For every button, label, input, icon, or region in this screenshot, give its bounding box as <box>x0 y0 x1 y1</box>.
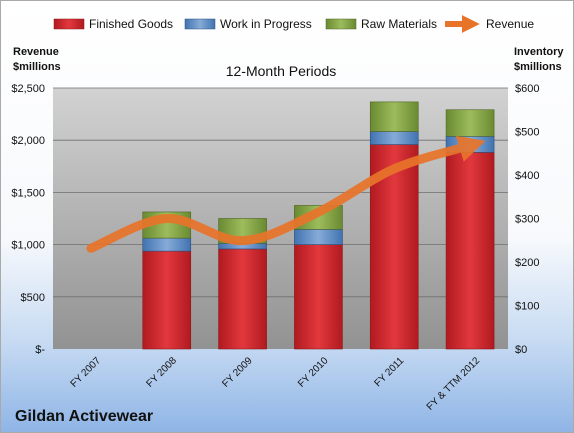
bar-raw-materials <box>294 205 343 230</box>
right-axis-ticks: $0 $100 $200 $300 $400 $500 $600 <box>515 83 539 356</box>
right-axis-title-line2: $millions <box>514 61 562 73</box>
bar-work-in-progress <box>294 229 343 245</box>
revenue-line-group <box>86 135 486 253</box>
x-tick-label: FY 2009 <box>220 355 255 390</box>
x-tick-label: FY 2011 <box>373 355 407 389</box>
bar-finished-goods <box>445 152 495 350</box>
left-tick-label: $1,000 <box>11 240 45 252</box>
legend-label-work-in-progress: Work in Progress <box>220 17 312 31</box>
plot-area <box>53 88 508 349</box>
x-tick-label: FY 2008 <box>144 355 179 390</box>
left-tick-label: $1,500 <box>11 187 45 199</box>
right-tick-label: $600 <box>515 83 539 95</box>
x-axis-ticks: FY 2007 FY 2008 FY 2009 FY 2010 FY 2011 FY & … <box>69 355 483 413</box>
x-tick-label: FY 2010 <box>296 355 331 390</box>
left-tick-label: $500 <box>21 292 45 304</box>
left-axis-ticks: $- $500 $1,000 $1,500 $2,000 $2,500 <box>11 83 45 356</box>
bar-work-in-progress <box>142 237 192 252</box>
legend-swatch-raw-materials <box>325 18 357 30</box>
left-tick-label: $2,500 <box>11 83 45 95</box>
right-tick-label: $0 <box>515 344 527 356</box>
right-tick-label: $500 <box>515 127 539 139</box>
legend-swatch-finished-goods <box>53 18 85 30</box>
x-tick-label: FY 2007 <box>69 355 104 390</box>
revenue-line <box>86 135 486 253</box>
bar-finished-goods <box>142 250 192 350</box>
bar-finished-goods <box>294 244 343 350</box>
right-axis-title-line1: Inventory <box>514 46 564 58</box>
legend-swatch-work-in-progress <box>184 18 216 30</box>
legend-label-raw-materials: Raw Materials <box>361 17 437 31</box>
left-axis-title-line1: Revenue <box>13 46 59 58</box>
left-axis-title-line2: $millions <box>13 61 61 73</box>
company-name: Gildan Activewear <box>15 408 153 425</box>
gridlines <box>53 87 508 298</box>
chart-title: 12-Month Periods <box>226 63 337 79</box>
right-tick-label: $200 <box>515 257 539 269</box>
bar-finished-goods <box>218 248 267 350</box>
left-tick-label: $- <box>35 344 45 356</box>
bar-raw-materials <box>445 109 495 137</box>
right-tick-label: $300 <box>515 214 539 226</box>
right-tick-label: $400 <box>515 170 539 182</box>
x-tick-label: FY & TTM 2012 <box>425 355 483 413</box>
legend-label-finished-goods: Finished Goods <box>89 17 173 31</box>
left-tick-label: $2,000 <box>11 135 45 147</box>
legend-label-revenue: Revenue <box>486 17 534 31</box>
bars <box>142 101 495 350</box>
bar-work-in-progress <box>369 131 419 145</box>
bar-raw-materials <box>369 101 419 132</box>
right-tick-label: $100 <box>515 301 539 313</box>
legend: Finished Goods Work in Progress Raw Mate… <box>53 15 534 33</box>
